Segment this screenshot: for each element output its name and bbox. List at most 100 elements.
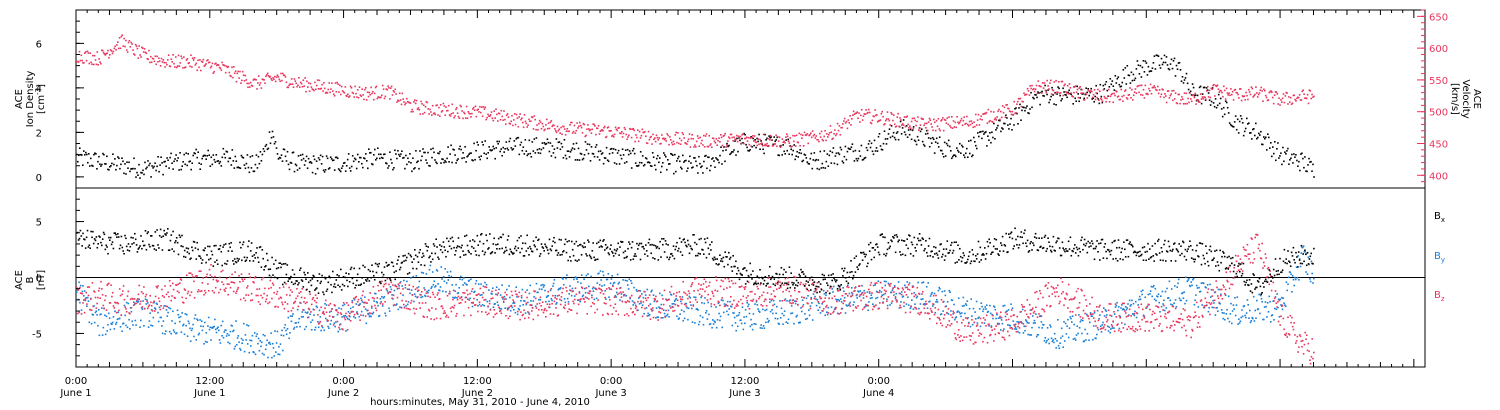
by-point xyxy=(229,330,232,333)
velocity-point xyxy=(841,126,843,129)
by-point xyxy=(643,312,645,315)
velocity-point xyxy=(99,61,101,63)
density-point xyxy=(755,146,757,149)
velocity-point xyxy=(1076,88,1079,91)
by-point xyxy=(295,322,297,324)
velocity-point xyxy=(1255,86,1257,88)
velocity-point xyxy=(1184,102,1187,105)
density-point xyxy=(110,165,112,167)
velocity-point xyxy=(764,143,767,146)
by-point xyxy=(288,337,290,340)
velocity-point xyxy=(1180,99,1182,101)
by-point xyxy=(1130,303,1132,306)
by-point xyxy=(111,321,114,324)
density-point xyxy=(195,148,197,151)
by-point xyxy=(157,311,159,314)
bz-point xyxy=(501,296,503,299)
bz-point xyxy=(111,291,114,294)
by-point xyxy=(918,307,920,310)
by-point xyxy=(636,290,638,292)
density-point xyxy=(950,150,952,152)
density-point xyxy=(864,156,867,159)
by-point xyxy=(351,300,354,302)
by-point xyxy=(727,313,730,316)
density-point xyxy=(185,152,187,154)
velocity-point xyxy=(884,123,886,125)
density-point xyxy=(728,144,730,147)
velocity-point xyxy=(860,109,863,111)
velocity-point xyxy=(403,101,405,103)
velocity-point xyxy=(776,145,778,148)
velocity-point xyxy=(493,110,495,112)
density-point xyxy=(1246,117,1248,120)
by-point xyxy=(381,296,383,298)
density-point xyxy=(533,138,536,140)
by-point xyxy=(1259,312,1261,315)
bz-point xyxy=(585,287,588,289)
by-point xyxy=(274,330,276,332)
bz-point xyxy=(449,290,451,293)
density-point xyxy=(521,149,524,152)
velocity-point xyxy=(564,134,567,136)
velocity-point xyxy=(1197,99,1199,101)
density-point xyxy=(82,164,84,166)
density-point xyxy=(1114,75,1117,77)
bz-point xyxy=(225,287,227,290)
bz-point xyxy=(373,297,375,300)
velocity-point xyxy=(472,108,474,110)
velocity-point xyxy=(809,134,811,136)
density-point xyxy=(713,160,715,162)
by-point xyxy=(172,329,175,331)
by-point xyxy=(285,329,287,332)
density-point xyxy=(221,156,224,159)
velocity-point xyxy=(945,122,948,124)
bz-point xyxy=(294,300,297,303)
velocity-point xyxy=(124,45,126,48)
bz-point xyxy=(314,299,316,302)
by-point xyxy=(214,328,217,331)
by-point xyxy=(742,328,745,331)
bz-point xyxy=(348,315,350,317)
velocity-point xyxy=(874,109,876,111)
velocity-point xyxy=(1048,88,1050,90)
density-point xyxy=(1224,100,1227,102)
bz-point xyxy=(489,309,492,311)
bz-point xyxy=(443,310,446,312)
velocity-point xyxy=(258,84,261,86)
bz-point xyxy=(97,296,99,299)
by-point xyxy=(121,330,123,332)
by-point xyxy=(1170,288,1173,290)
density-point xyxy=(1027,112,1029,114)
velocity-point xyxy=(587,124,589,126)
density-point xyxy=(526,154,529,157)
by-point xyxy=(471,305,474,308)
density-point xyxy=(1275,159,1277,162)
density-point xyxy=(1011,129,1013,131)
density-point xyxy=(1170,58,1173,61)
by-point xyxy=(1064,322,1067,325)
density-point xyxy=(1072,103,1074,105)
velocity-point xyxy=(928,117,931,120)
by-point xyxy=(1217,288,1220,291)
bz-point xyxy=(187,290,190,293)
density-point xyxy=(148,164,150,167)
density-point xyxy=(1209,104,1212,106)
velocity-point xyxy=(882,115,884,118)
density-point xyxy=(861,159,864,161)
density-point xyxy=(619,154,622,157)
bz-point xyxy=(220,270,222,273)
by-point xyxy=(521,288,524,291)
by-point xyxy=(497,304,499,306)
by-point xyxy=(424,295,427,298)
velocity-point xyxy=(824,130,826,132)
velocity-point xyxy=(139,54,141,56)
by-point xyxy=(1211,306,1214,309)
bz-point xyxy=(261,296,264,299)
velocity-point xyxy=(1175,102,1178,104)
density-point xyxy=(842,162,845,164)
density-point xyxy=(782,144,784,146)
by-point xyxy=(1280,304,1282,306)
velocity-point xyxy=(665,140,668,142)
by-point xyxy=(1114,306,1117,308)
density-point xyxy=(676,160,678,162)
